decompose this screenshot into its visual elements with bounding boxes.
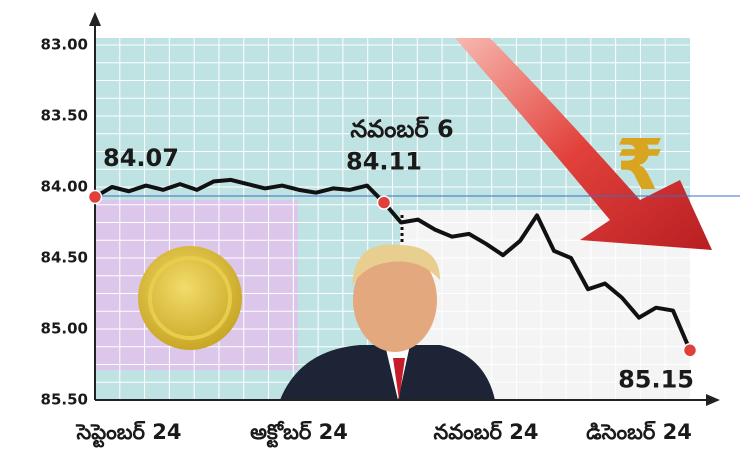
value-label: 85.15 [618, 365, 694, 393]
hair [352, 244, 440, 285]
red-arrow [455, 38, 712, 250]
y-tick-label: 83.50 [41, 107, 88, 125]
data-line [93, 177, 692, 352]
data-point [682, 343, 698, 358]
y-tick-label: 85.50 [41, 391, 88, 409]
x-axis-arrow [706, 394, 720, 406]
decoration: ₹ [138, 38, 712, 400]
y-axis-arrow [89, 12, 101, 26]
x-tick-label: నవంబర్ 24 [433, 420, 538, 444]
coin-rim [148, 256, 232, 340]
annotation: నవంబర్ 6 [350, 115, 453, 143]
y-tick-label: 85.00 [41, 320, 88, 338]
y-tick-label: 84.50 [41, 249, 88, 267]
rupee-coin [138, 246, 242, 350]
x-tick-label: డిసెంబర్ 24 [586, 420, 692, 444]
value-label: 84.11 [346, 148, 422, 176]
data-point [376, 195, 392, 210]
tie [393, 358, 405, 400]
suit [280, 345, 495, 400]
value-label: 84.07 [103, 144, 179, 172]
x-tick-label: సెప్టెంబర్ 24 [75, 420, 181, 448]
y-tick-label: 83.00 [41, 36, 88, 54]
face [353, 248, 437, 352]
data-point [87, 189, 103, 205]
x-tick-label: అక్టోబర్ 24 [250, 420, 348, 448]
axes [89, 12, 720, 406]
y-tick-label: 84.00 [41, 178, 88, 196]
rupee-icon: ₹ [616, 124, 665, 206]
